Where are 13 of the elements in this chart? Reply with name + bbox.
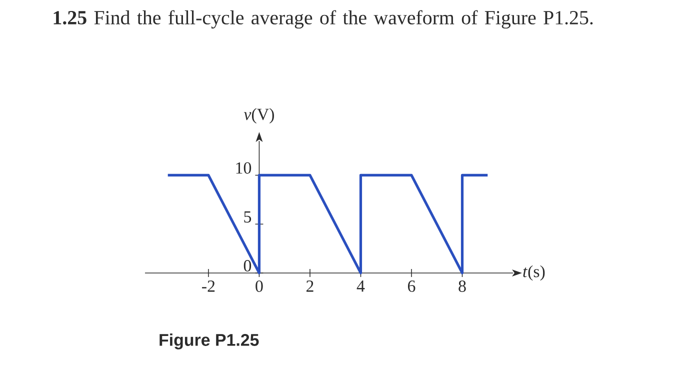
y-tick-label: 0 [244, 260, 252, 272]
y-tick-label: 5 [244, 211, 252, 223]
x-axis-title: t(s) [523, 265, 545, 281]
y-tick-label: 10 [236, 162, 252, 174]
caption: Figure P1.25 [160, 334, 259, 350]
y-axis-title: v(V) [244, 108, 274, 124]
chart-title: 1.25 Find the full-cycle average of the waveform of Figure P1.25. [54, 10, 593, 29]
x-tick-label: 8 [458, 280, 466, 292]
x-tick-label: 4 [356, 280, 365, 292]
x-tick-label: 0 [256, 280, 263, 292]
x-tick-label: -2 [202, 280, 215, 292]
x-tick-label: 2 [306, 280, 314, 292]
x-tick-label: 6 [408, 280, 416, 292]
